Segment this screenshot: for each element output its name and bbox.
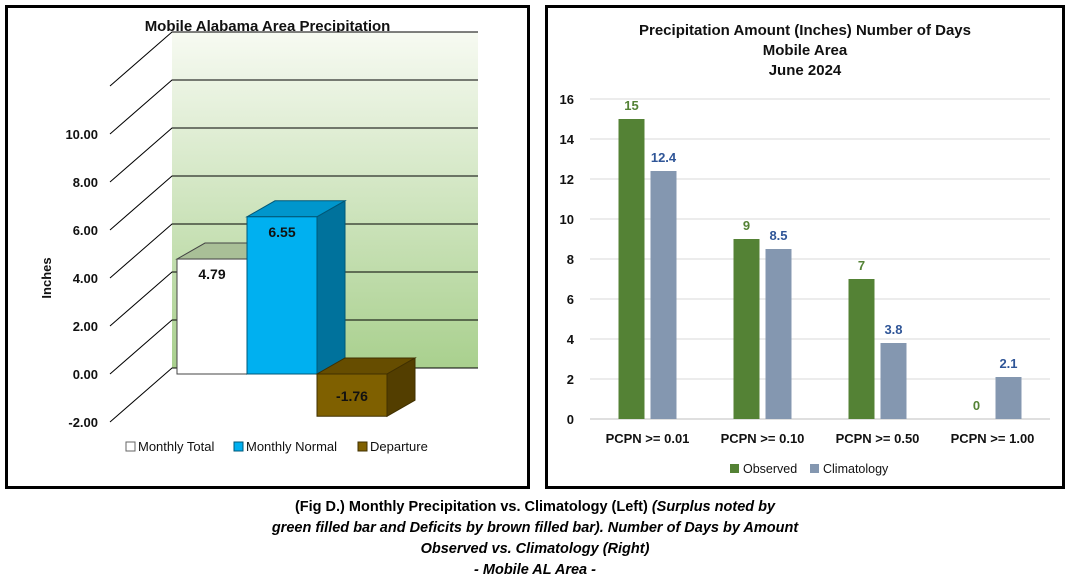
right-legend-swatch	[810, 464, 819, 473]
right-bar-value-label: 12.4	[651, 150, 677, 165]
right-y-tick-label: 8	[567, 252, 574, 267]
left-title-line1: Mobile Alabama Area Precipitation	[144, 18, 391, 35]
left-bar-value-label: 4.79	[198, 266, 225, 282]
caption-line1-italic: (Surplus noted by	[651, 499, 776, 515]
right-title-line3: June 2024	[768, 62, 842, 79]
left-gridline	[109, 319, 478, 375]
right-y-tick-label: 4	[567, 332, 575, 347]
left-bar-value-label: -1.76	[336, 388, 368, 404]
left-bar-monthly-total	[176, 258, 248, 375]
left-legend-swatch	[233, 441, 244, 452]
right-x-tick-label: PCPN >= 0.01	[606, 431, 690, 446]
left-y-tick-label: 4.00	[73, 271, 98, 286]
left-gridline	[109, 367, 478, 423]
left-gridline	[109, 271, 478, 327]
left-y-tick-label: 0.00	[73, 367, 98, 382]
left-y-tick-label: -2.00	[68, 415, 98, 430]
right-title-line2: Mobile Area	[762, 42, 848, 59]
right-y-tick-label: 12	[560, 172, 574, 187]
left-y-tick-label: 6.00	[73, 223, 98, 238]
left-bar-monthly-normal	[246, 216, 318, 375]
right-chart-plot: 0 2 4 6 8 10 12 14 16 PCPN >= 0.01 15 12.4 PCPN >= 0…	[560, 92, 1050, 476]
right-x-tick-label: PCPN >= 0.10	[721, 431, 805, 446]
right-bar-observed	[733, 239, 760, 419]
right-bar-climatology	[650, 171, 677, 419]
left-legend-label: Monthly Total	[138, 439, 214, 454]
right-y-tick-label: 0	[567, 412, 574, 427]
right-chart-title: Precipitation Amount (Inches) Number of …	[548, 21, 1062, 81]
right-bar-value-label: 9	[743, 218, 750, 233]
right-title-line1: Precipitation Amount (Inches) Number of …	[639, 22, 971, 39]
right-bar-value-label: 15	[624, 98, 638, 113]
right-chart-panel: Precipitation Amount (Inches) Number of …	[545, 5, 1065, 489]
left-y-tick-label: 10.00	[65, 127, 98, 142]
left-legend-label: Departure	[370, 439, 428, 454]
left-bar-value-label: 6.55	[268, 224, 295, 240]
right-bar-value-label: 2.1	[999, 356, 1017, 371]
left-legend-label: Monthly Normal	[246, 439, 337, 454]
right-x-tick-label: PCPN >= 0.50	[836, 431, 920, 446]
left-bar-departure	[316, 373, 388, 417]
left-chart-panel: Mobile Alabama Area Precipitation June 2…	[5, 5, 530, 489]
right-legend-label: Climatology	[823, 462, 889, 476]
right-bar-climatology	[995, 377, 1022, 419]
caption-line3: Observed vs. Climatology (Right)	[420, 541, 650, 557]
left-gridline	[109, 127, 478, 183]
right-y-tick-label: 2	[567, 372, 574, 387]
right-bar-value-label: 7	[858, 258, 865, 273]
left-gridline	[109, 79, 478, 135]
right-bar-value-label: 0	[973, 398, 980, 413]
right-bar-value-label: 3.8	[884, 322, 902, 337]
right-y-tick-label: 16	[560, 92, 574, 107]
right-bar-value-label: 8.5	[769, 228, 787, 243]
right-bar-climatology	[880, 343, 907, 419]
right-legend-label: Observed	[743, 462, 797, 476]
caption-line1-bold: (Fig D.) Monthly Precipitation vs. Clima…	[294, 499, 648, 515]
right-x-tick-label: PCPN >= 1.00	[951, 431, 1035, 446]
left-gridline	[109, 223, 478, 279]
right-bar-observed	[618, 119, 645, 419]
left-gridline	[109, 31, 478, 87]
left-gridline	[109, 175, 478, 231]
right-bar-climatology	[765, 249, 792, 419]
caption-line2: green filled bar and Deficits by brown f…	[271, 520, 799, 536]
caption-line4: - Mobile AL Area -	[474, 562, 596, 578]
figure-caption: (Fig D.) Monthly Precipitation vs. Clima…	[0, 497, 1070, 581]
side-wall	[110, 32, 172, 422]
right-bar-observed	[848, 279, 875, 419]
left-legend-swatch	[125, 441, 136, 452]
right-y-tick-label: 14	[560, 132, 575, 147]
left-bar-side	[316, 199, 346, 375]
left-legend-swatch	[357, 441, 368, 452]
caption-line1: (Fig D.) Monthly Precipitation vs. Clima…	[0, 497, 1070, 518]
left-y-tick-label: 8.00	[73, 175, 98, 190]
left-y-tick-label: 2.00	[73, 319, 98, 334]
right-y-tick-label: 10	[560, 212, 574, 227]
left-y-axis-label: Inches	[39, 257, 54, 298]
left-chart-plot: -2.00 0.00 2.00 4.00 6.00 8.00 10.00 Inches 4.79…	[39, 31, 478, 454]
right-y-tick-label: 6	[567, 292, 574, 307]
right-legend-swatch	[730, 464, 739, 473]
